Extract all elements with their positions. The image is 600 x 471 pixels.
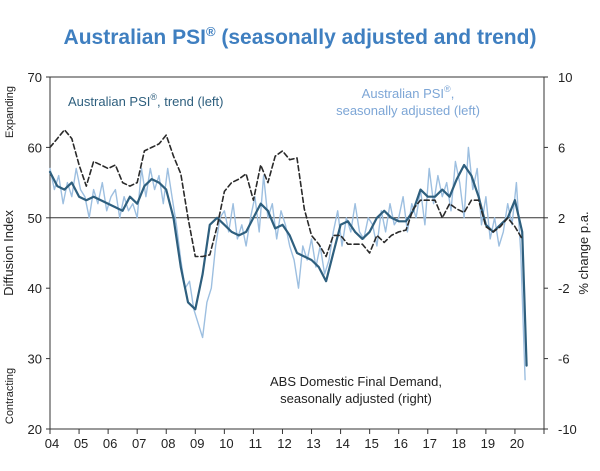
left-tick-label: 50 (28, 211, 42, 226)
trend-annotation: Australian PSI®, trend (left) (68, 92, 223, 109)
sa-annotation-line1: Australian PSI®, (362, 84, 455, 101)
series-psi-seasonally-adjusted (49, 146, 526, 381)
x-tick-label: 11 (249, 436, 263, 451)
x-tick-label: 13 (306, 436, 320, 451)
right-tick-label: -2 (558, 281, 570, 296)
sa-annotation-line2: seasonally adjusted (left) (336, 103, 480, 118)
left-tick-label: 70 (28, 70, 42, 85)
x-tick-label: 12 (277, 436, 291, 451)
x-tick-label: 15 (364, 436, 378, 451)
right-y-axis-ticks: -10 -6 -2 2 6 10 (544, 70, 577, 437)
right-tick-label: -6 (558, 352, 570, 367)
x-tick-label: 19 (481, 436, 495, 451)
x-tick-label: 07 (132, 436, 146, 451)
x-tick-label: 20 (510, 436, 524, 451)
plot-frame (49, 76, 545, 430)
left-tick-label: 30 (28, 352, 42, 367)
x-tick-label: 05 (74, 436, 88, 451)
left-tick-label: 20 (28, 422, 42, 437)
x-tick-label: 14 (335, 436, 349, 451)
chart-title: Australian PSI® (seasonally adjusted and… (64, 24, 537, 49)
x-tick-label: 18 (452, 436, 466, 451)
left-tick-label: 60 (28, 140, 42, 155)
x-tick-label: 08 (161, 436, 175, 451)
series-psi-trend (48, 163, 528, 367)
x-tick-label: 06 (103, 436, 117, 451)
expanding-note: Expanding (4, 86, 16, 138)
x-tick-label: 17 (423, 436, 437, 451)
left-axis-title: Diffusion Index (1, 210, 16, 296)
series-domestic-final-demand (49, 129, 524, 258)
left-tick-label: 40 (28, 281, 42, 296)
right-tick-label: 10 (558, 70, 572, 85)
x-tick-label: 10 (219, 436, 233, 451)
x-tick-label: 09 (190, 436, 204, 451)
right-tick-label: 2 (558, 211, 565, 226)
dfd-annotation-line2: seasonally adjusted (right) (280, 391, 432, 406)
right-tick-label: 6 (558, 140, 565, 155)
contracting-note: Contracting (4, 368, 16, 424)
dfd-annotation-line1: ABS Domestic Final Demand, (270, 374, 442, 389)
right-tick-label: -10 (558, 422, 577, 437)
series-layer (48, 129, 528, 381)
x-axis-ticks: 04 05 06 07 08 09 10 11 12 13 14 15 16 17 18 19 20 (45, 429, 545, 451)
x-tick-label: 16 (393, 436, 407, 451)
left-y-axis-ticks: 20 30 40 50 60 70 (28, 70, 50, 437)
x-tick-label: 04 (45, 436, 59, 451)
right-axis-title: % change p.a. (576, 211, 591, 294)
